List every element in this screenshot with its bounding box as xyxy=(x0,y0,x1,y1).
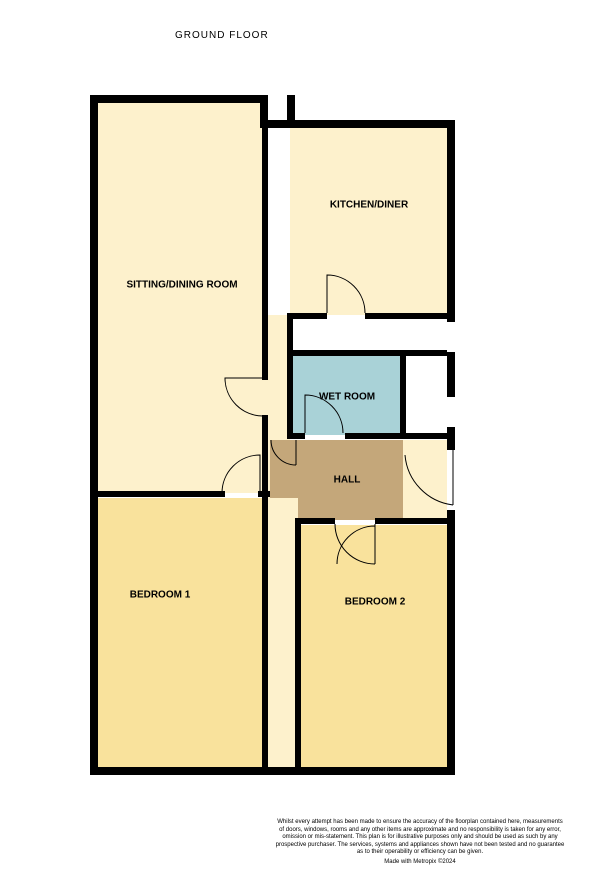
room-kitchen xyxy=(290,125,447,315)
wall-outer-right-a xyxy=(447,120,455,320)
room-bedroom1 xyxy=(98,498,265,767)
wall-outer-left xyxy=(90,95,98,775)
footer-credit: Made with Metropix ©2024 xyxy=(250,859,590,867)
wall-wetroom-top xyxy=(287,350,455,356)
footer-line-2: omission or mis-statement. This plan is … xyxy=(250,834,590,842)
label-sitting: SITTING/DINING ROOM xyxy=(126,280,237,291)
footer-line-4: as to their operability or efficiency ca… xyxy=(250,849,590,857)
door-bedroom1 xyxy=(222,455,262,495)
footer-line-1: of doors, windows, rooms and any other i… xyxy=(250,827,590,835)
door-bedroom2-arc xyxy=(335,524,377,566)
wall-bed1-right xyxy=(262,491,268,771)
footer-line-0: Whilst every attempt has been made to en… xyxy=(250,819,590,827)
wall-wetroom-right xyxy=(400,350,406,438)
wall-outer-step-right xyxy=(287,95,295,125)
label-kitchen: KITCHEN/DINER xyxy=(330,200,408,211)
wall-hall-bottom-b xyxy=(375,518,455,524)
label-bedroom2: BEDROOM 2 xyxy=(345,597,406,608)
wall-sit-bed1-a xyxy=(95,491,225,497)
door-entrance xyxy=(405,450,460,510)
wall-outer-bottom xyxy=(90,767,455,775)
wall-outer-top-right xyxy=(287,120,455,128)
wall-kitchen-bottom-a xyxy=(287,313,327,319)
window-right-1 xyxy=(447,320,455,354)
page-title: GROUND FLOOR xyxy=(175,30,269,41)
wall-hall-bottom-a xyxy=(295,518,335,524)
wall-center-vert-a xyxy=(262,100,268,380)
room-side xyxy=(265,498,298,767)
window-right-2 xyxy=(447,395,455,429)
label-bedroom1: BEDROOM 1 xyxy=(130,590,191,601)
wall-wetroom-bottom-b xyxy=(345,433,405,439)
label-wetroom: WET ROOM xyxy=(319,392,375,403)
wall-outer-top-left xyxy=(90,95,265,103)
wall-outer-right-c xyxy=(447,510,455,775)
door-sitting-corridor xyxy=(225,378,265,418)
room-sitting xyxy=(98,103,265,493)
room-gap1 xyxy=(290,315,447,355)
wall-corridor-right-a xyxy=(287,313,293,438)
wall-kitchen-bottom-b xyxy=(365,313,455,319)
wall-hall-top-right xyxy=(400,433,455,439)
door-hall-corridor xyxy=(268,440,296,490)
wall-bed2-left xyxy=(295,518,301,770)
label-hall: HALL xyxy=(334,475,361,486)
door-kitchen xyxy=(327,275,367,315)
footer-line-3: prospective purchaser. The services, sys… xyxy=(250,842,590,850)
footer-disclaimer: Whilst every attempt has been made to en… xyxy=(250,819,590,866)
